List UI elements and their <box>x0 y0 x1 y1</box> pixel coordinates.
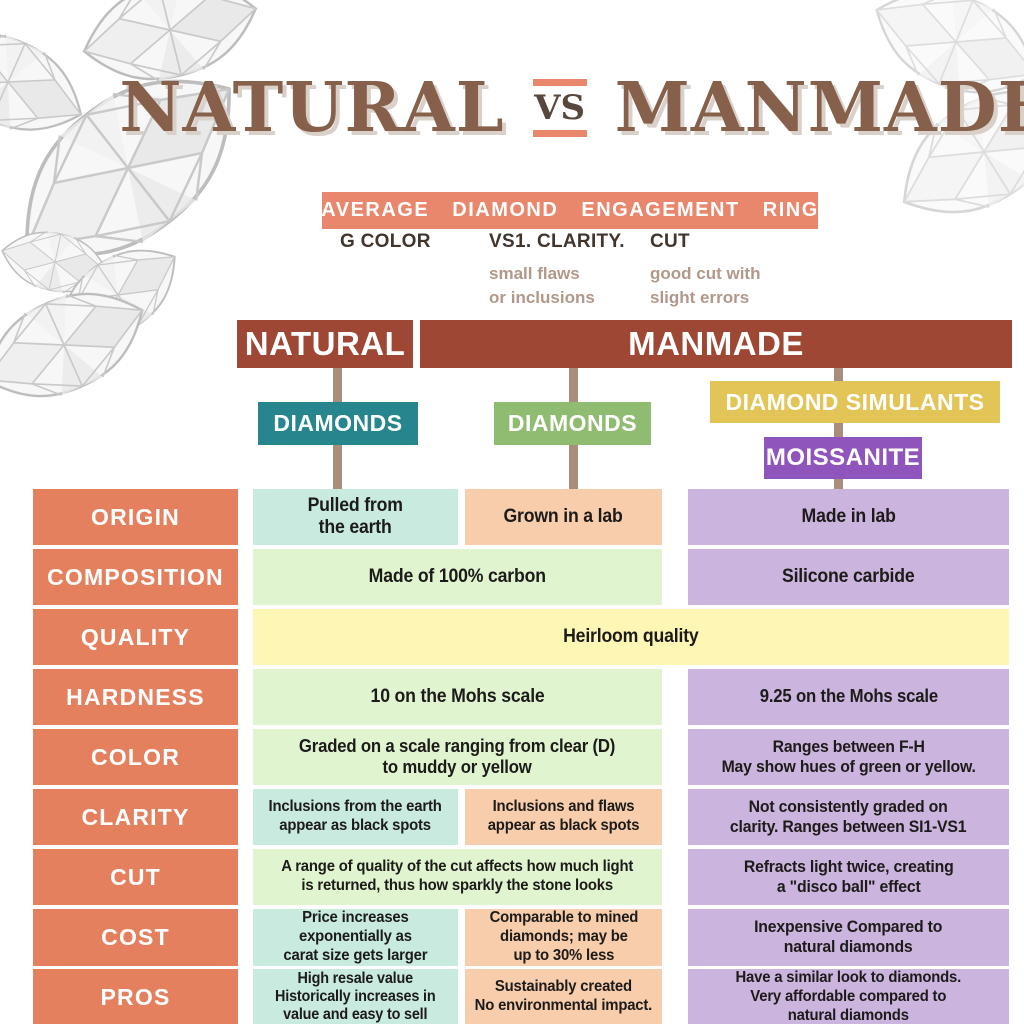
cell-composition-diamonds: Made of 100% carbon <box>253 549 662 605</box>
category-lab-diamonds: DIAMONDS <box>494 402 651 445</box>
row-label-pros: PROS <box>33 969 238 1024</box>
category-moissanite: MOISSANITE <box>764 437 922 479</box>
cell-hardness-diamonds: 10 on the Mohs scale <box>253 669 662 725</box>
vs-label: VS <box>534 88 586 128</box>
table-row-cost: COST Price increases exponentially as ca… <box>33 909 1009 966</box>
category-diamond-simulants: DIAMOND SIMULANTS <box>710 381 1000 423</box>
row-label-origin: ORIGIN <box>33 489 238 545</box>
natural-header-bar: NATURAL <box>237 320 413 368</box>
vs-bar-bottom <box>532 130 587 137</box>
vs-badge: VS <box>531 79 589 137</box>
cell-clarity-natural: Inclusions from the earth appear as blac… <box>253 789 458 845</box>
comparison-table: ORIGIN Pulled from the earth Grown in a … <box>33 489 1009 1024</box>
table-row-hardness: HARDNESS 10 on the Mohs scale 9.25 on th… <box>33 669 1009 725</box>
spec-cut-note: good cut with slight errors <box>650 264 761 307</box>
title-manmade: MANMADE <box>614 68 1024 148</box>
cell-pros-natural: High resale value Historically increases… <box>253 969 458 1024</box>
spec-clarity-label: VS1. CLARITY. <box>489 231 625 252</box>
row-label-cut: CUT <box>33 849 238 905</box>
row-label-clarity: CLARITY <box>33 789 238 845</box>
table-row-origin: ORIGIN Pulled from the earth Grown in a … <box>33 489 1009 545</box>
average-ring-banner: AVERAGE DIAMOND ENGAGEMENT RING <box>321 192 818 229</box>
row-label-composition: COMPOSITION <box>33 549 238 605</box>
spec-cut: CUT good cut with slight errors <box>650 231 760 310</box>
table-row-composition: COMPOSITION Made of 100% carbon Silicone… <box>33 549 1009 605</box>
connector-line-simulants <box>834 368 843 489</box>
row-label-cost: COST <box>33 909 238 966</box>
row-label-quality: QUALITY <box>33 609 238 665</box>
cell-hardness-moissanite: 9.25 on the Mohs scale <box>688 669 1009 725</box>
row-label-hardness: HARDNESS <box>33 669 238 725</box>
spec-color-label: G COLOR <box>340 231 431 252</box>
cell-clarity-lab: Inclusions and flaws appear as black spo… <box>465 789 662 845</box>
cell-cost-lab: Comparable to mined diamonds; may be up … <box>465 909 662 966</box>
spec-clarity-note: small flaws or inclusions <box>489 264 595 307</box>
cell-composition-moissanite: Silicone carbide <box>688 549 1009 605</box>
row-label-color: COLOR <box>33 729 238 785</box>
spec-color: G COLOR <box>340 231 431 253</box>
page-title: NATURAL VS MANMADE <box>119 58 1024 158</box>
spec-clarity: VS1. CLARITY. small flaws or inclusions <box>489 231 625 310</box>
cell-cost-moissanite: Inexpensive Compared to natural diamonds <box>688 909 1009 966</box>
cell-origin-moissanite: Made in lab <box>688 489 1009 545</box>
cell-color-diamonds: Graded on a scale ranging from clear (D)… <box>253 729 662 785</box>
cell-pros-lab: Sustainably created No environmental imp… <box>465 969 662 1024</box>
cell-origin-natural: Pulled from the earth <box>253 489 458 545</box>
title-natural: NATURAL <box>119 68 505 148</box>
manmade-header-bar: MANMADE <box>420 320 1012 368</box>
cell-cost-natural: Price increases exponentially as carat s… <box>253 909 458 966</box>
category-natural-diamonds: DIAMONDS <box>258 402 418 445</box>
table-row-pros: PROS High resale value Historically incr… <box>33 969 1009 1024</box>
cell-pros-moissanite: Have a similar look to diamonds. Very af… <box>688 969 1009 1024</box>
cell-cut-diamonds: A range of quality of the cut affects ho… <box>253 849 662 905</box>
cell-quality-all: Heirloom quality <box>253 609 1009 665</box>
table-row-cut: CUT A range of quality of the cut affect… <box>33 849 1009 905</box>
table-row-clarity: CLARITY Inclusions from the earth appear… <box>33 789 1009 845</box>
table-row-quality: QUALITY Heirloom quality <box>33 609 1009 665</box>
cell-color-moissanite: Ranges between F-H May show hues of gree… <box>688 729 1009 785</box>
cell-origin-lab: Grown in a lab <box>465 489 662 545</box>
table-row-color: COLOR Graded on a scale ranging from cle… <box>33 729 1009 785</box>
cell-cut-moissanite: Refracts light twice, creating a "disco … <box>688 849 1009 905</box>
cell-clarity-moissanite: Not consistently graded on clarity. Rang… <box>688 789 1009 845</box>
spec-cut-label: CUT <box>650 231 690 252</box>
vs-bar-top <box>532 79 587 86</box>
